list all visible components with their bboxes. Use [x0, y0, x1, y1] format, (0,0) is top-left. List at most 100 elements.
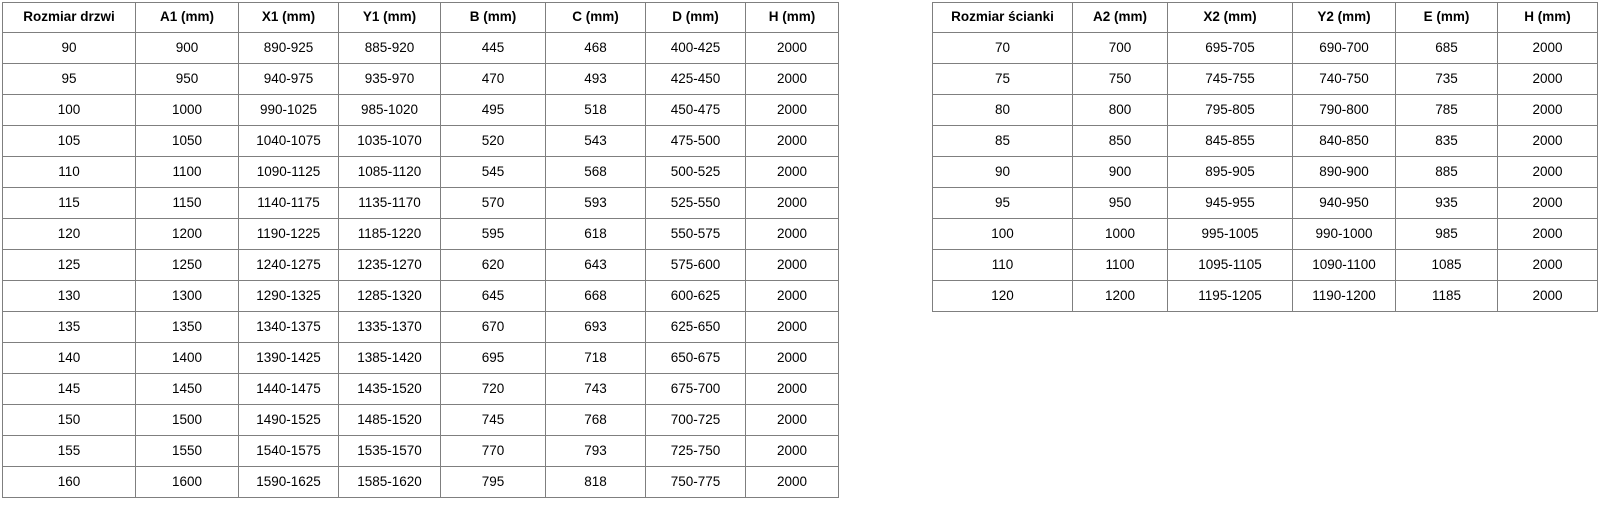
door-cell-r4-c2: 1090-1125 [238, 156, 339, 188]
door-cell-r0-c3: 885-920 [338, 32, 441, 64]
door-cell-r13-c0: 155 [2, 435, 136, 467]
wall-cell-r3-c0: 85 [932, 125, 1073, 157]
wall-cell-r3-c5: 2000 [1497, 125, 1598, 157]
door-cell-r8-c4: 645 [440, 280, 546, 312]
door-cell-r12-c4: 745 [440, 404, 546, 436]
door-column-header-5: C (mm) [545, 2, 646, 33]
door-cell-r1-c5: 493 [545, 63, 646, 95]
door-cell-r10-c5: 718 [545, 342, 646, 374]
door-column-header-1: A1 (mm) [135, 2, 239, 33]
door-cell-r6-c0: 120 [2, 218, 136, 250]
wall-cell-r3-c2: 845-855 [1167, 125, 1293, 157]
door-cell-r9-c3: 1335-1370 [338, 311, 441, 343]
door-cell-r10-c1: 1400 [135, 342, 239, 374]
table-row: 85 850 845-855 840-850 835 2000 [932, 125, 1598, 157]
door-cell-r14-c0: 160 [2, 466, 136, 498]
door-cell-r1-c4: 470 [440, 63, 546, 95]
door-cell-r11-c1: 1450 [135, 373, 239, 405]
door-column-header-0: Rozmiar drzwi [2, 2, 136, 33]
door-cell-r4-c7: 2000 [745, 156, 839, 188]
table-row: 95 950 940-975 935-970 470 493 425-450 2000 [2, 63, 839, 95]
door-cell-r11-c6: 675-700 [645, 373, 746, 405]
wall-cell-r7-c4: 1085 [1395, 249, 1498, 281]
door-cell-r14-c5: 818 [545, 466, 646, 498]
door-cell-r8-c1: 1300 [135, 280, 239, 312]
door-cell-r9-c1: 1350 [135, 311, 239, 343]
door-cell-r7-c0: 125 [2, 249, 136, 281]
door-cell-r11-c3: 1435-1520 [338, 373, 441, 405]
door-cell-r5-c3: 1135-1170 [338, 187, 441, 219]
door-cell-r3-c0: 105 [2, 125, 136, 157]
table-row: 90 900 895-905 890-900 885 2000 [932, 156, 1598, 188]
wall-cell-r1-c4: 735 [1395, 63, 1498, 95]
door-cell-r5-c1: 1150 [135, 187, 239, 219]
wall-cell-r7-c1: 1100 [1072, 249, 1168, 281]
door-dimensions-table: Rozmiar drzwi A1 (mm) X1 (mm) Y1 (mm) B (mm)… [2, 2, 839, 498]
door-cell-r5-c4: 570 [440, 187, 546, 219]
door-cell-r7-c6: 575-600 [645, 249, 746, 281]
door-cell-r9-c6: 625-650 [645, 311, 746, 343]
door-cell-r6-c6: 550-575 [645, 218, 746, 250]
door-cell-r7-c5: 643 [545, 249, 646, 281]
wall-cell-r0-c5: 2000 [1497, 32, 1598, 64]
table-row: 125 1250 1240-1275 1235-1270 620 643 575-600 20… [2, 249, 839, 281]
wall-cell-r0-c3: 690-700 [1292, 32, 1396, 64]
door-cell-r13-c2: 1540-1575 [238, 435, 339, 467]
door-cell-r13-c1: 1550 [135, 435, 239, 467]
table-row: 75 750 745-755 740-750 735 2000 [932, 63, 1598, 95]
table-row: 100 1000 990-1025 985-1020 495 518 450-475 2000 [2, 94, 839, 126]
door-cell-r3-c6: 475-500 [645, 125, 746, 157]
wall-cell-r5-c5: 2000 [1497, 187, 1598, 219]
wall-cell-r5-c2: 945-955 [1167, 187, 1293, 219]
door-cell-r8-c0: 130 [2, 280, 136, 312]
door-cell-r11-c4: 720 [440, 373, 546, 405]
door-cell-r0-c4: 445 [440, 32, 546, 64]
door-cell-r3-c3: 1035-1070 [338, 125, 441, 157]
door-cell-r5-c0: 115 [2, 187, 136, 219]
door-cell-r12-c7: 2000 [745, 404, 839, 436]
wall-cell-r3-c3: 840-850 [1292, 125, 1396, 157]
door-cell-r6-c3: 1185-1220 [338, 218, 441, 250]
door-cell-r9-c2: 1340-1375 [238, 311, 339, 343]
door-cell-r10-c0: 140 [2, 342, 136, 374]
wall-cell-r7-c5: 2000 [1497, 249, 1598, 281]
door-cell-r12-c3: 1485-1520 [338, 404, 441, 436]
door-cell-r2-c3: 985-1020 [338, 94, 441, 126]
door-cell-r3-c2: 1040-1075 [238, 125, 339, 157]
wall-column-header-2: X2 (mm) [1167, 2, 1293, 33]
door-cell-r14-c4: 795 [440, 466, 546, 498]
wall-cell-r5-c1: 950 [1072, 187, 1168, 219]
table-row: 135 1350 1340-1375 1335-1370 670 693 625-650 20… [2, 311, 839, 343]
door-cell-r14-c2: 1590-1625 [238, 466, 339, 498]
table-header-row: Rozmiar ścianki A2 (mm) X2 (mm) Y2 (mm) E (m… [932, 2, 1598, 33]
door-cell-r9-c4: 670 [440, 311, 546, 343]
table-row: 110 1100 1090-1125 1085-1120 545 568 500-525 20… [2, 156, 839, 188]
door-cell-r1-c0: 95 [2, 63, 136, 95]
table-row: 120 1200 1190-1225 1185-1220 595 618 550-575 20… [2, 218, 839, 250]
door-cell-r2-c6: 450-475 [645, 94, 746, 126]
table-row: 155 1550 1540-1575 1535-1570 770 793 725-750 20… [2, 435, 839, 467]
door-cell-r8-c7: 2000 [745, 280, 839, 312]
door-column-header-4: B (mm) [440, 2, 546, 33]
wall-cell-r1-c1: 750 [1072, 63, 1168, 95]
door-cell-r10-c6: 650-675 [645, 342, 746, 374]
door-cell-r0-c2: 890-925 [238, 32, 339, 64]
door-cell-r8-c2: 1290-1325 [238, 280, 339, 312]
door-cell-r1-c3: 935-970 [338, 63, 441, 95]
door-cell-r12-c5: 768 [545, 404, 646, 436]
door-cell-r12-c2: 1490-1525 [238, 404, 339, 436]
door-cell-r1-c6: 425-450 [645, 63, 746, 95]
wall-column-header-0: Rozmiar ścianki [932, 2, 1073, 33]
wall-cell-r5-c3: 940-950 [1292, 187, 1396, 219]
wall-cell-r0-c4: 685 [1395, 32, 1498, 64]
wall-cell-r0-c2: 695-705 [1167, 32, 1293, 64]
table-row: 105 1050 1040-1075 1035-1070 520 543 475-500 20… [2, 125, 839, 157]
door-cell-r2-c4: 495 [440, 94, 546, 126]
door-cell-r14-c7: 2000 [745, 466, 839, 498]
wall-cell-r0-c1: 700 [1072, 32, 1168, 64]
door-cell-r11-c2: 1440-1475 [238, 373, 339, 405]
door-cell-r12-c1: 1500 [135, 404, 239, 436]
wall-table-header: Rozmiar ścianki A2 (mm) X2 (mm) Y2 (mm) E (m… [932, 2, 1598, 33]
door-cell-r2-c0: 100 [2, 94, 136, 126]
